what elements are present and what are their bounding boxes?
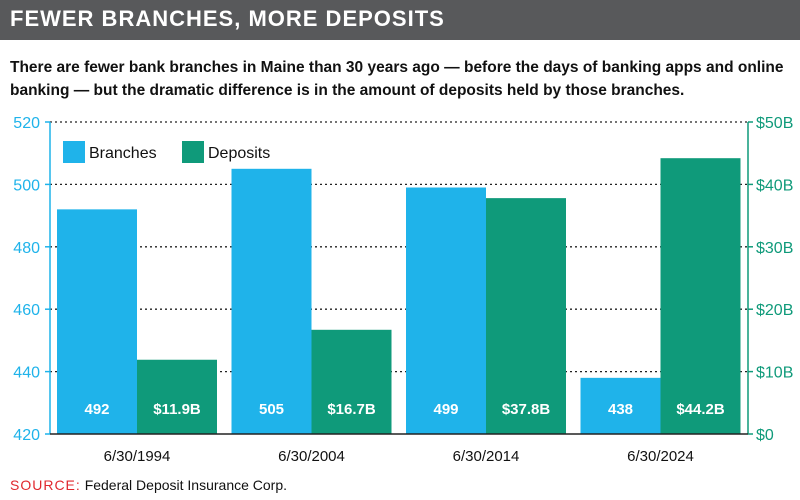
bar-deposits-1 [137, 359, 217, 434]
source-label: SOURCE: [10, 477, 81, 493]
left-tick-label: 420 [13, 427, 40, 444]
x-tick-label: 6/30/2024 [627, 448, 694, 465]
data-label: 492 [84, 401, 109, 418]
data-label: $37.8B [502, 401, 551, 418]
legend-label-deposits: Deposits [208, 145, 270, 162]
left-tick-label: 500 [13, 177, 40, 194]
x-tick-label: 6/30/2004 [278, 448, 345, 465]
left-tick-label: 520 [13, 115, 40, 132]
data-label: $44.2B [676, 401, 725, 418]
bar-branches-3 [406, 187, 486, 434]
bar-deposits-4 [660, 158, 741, 434]
right-tick-label: $30B [756, 240, 793, 257]
bar-deposits-3 [486, 198, 566, 434]
title-banner: FEWER BRANCHES, MORE DEPOSITS [0, 0, 800, 40]
data-label: $11.9B [153, 401, 201, 418]
bar-branches-4 [580, 377, 661, 434]
left-tick-label: 460 [13, 302, 40, 319]
data-label: 499 [433, 401, 458, 418]
source-text: Federal Deposit Insurance Corp. [84, 477, 288, 493]
data-label: $16.7B [327, 401, 376, 418]
chart-title: FEWER BRANCHES, MORE DEPOSITS [10, 6, 445, 31]
data-label: 438 [608, 401, 633, 418]
legend-swatch-branches [63, 141, 85, 163]
right-tick-label: $50B [756, 115, 793, 132]
bar-deposits-2 [311, 329, 392, 434]
bar-branches-1 [57, 209, 137, 434]
legend-label-branches: Branches [89, 145, 157, 162]
legend-swatch-deposits [182, 141, 204, 163]
left-tick-label: 440 [13, 365, 40, 382]
source-note: SOURCE: Federal Deposit Insurance Corp. [10, 477, 287, 493]
left-tick-label: 480 [13, 240, 40, 257]
right-tick-label: $40B [756, 177, 793, 194]
right-tick-label: $0 [756, 427, 774, 444]
bar-chart: 492 $11.9B 6/30/1994 505 $16.7B 6/30/2004 499 $… [13, 115, 793, 465]
x-tick-label: 6/30/1994 [104, 448, 171, 465]
bar-branches-2 [231, 168, 312, 435]
right-tick-label: $10B [756, 365, 793, 382]
data-label: 505 [259, 401, 284, 418]
x-tick-label: 6/30/2014 [453, 448, 520, 465]
right-tick-label: $20B [756, 302, 793, 319]
chart-subtitle: There are fewer bank branches in Maine t… [10, 59, 784, 99]
